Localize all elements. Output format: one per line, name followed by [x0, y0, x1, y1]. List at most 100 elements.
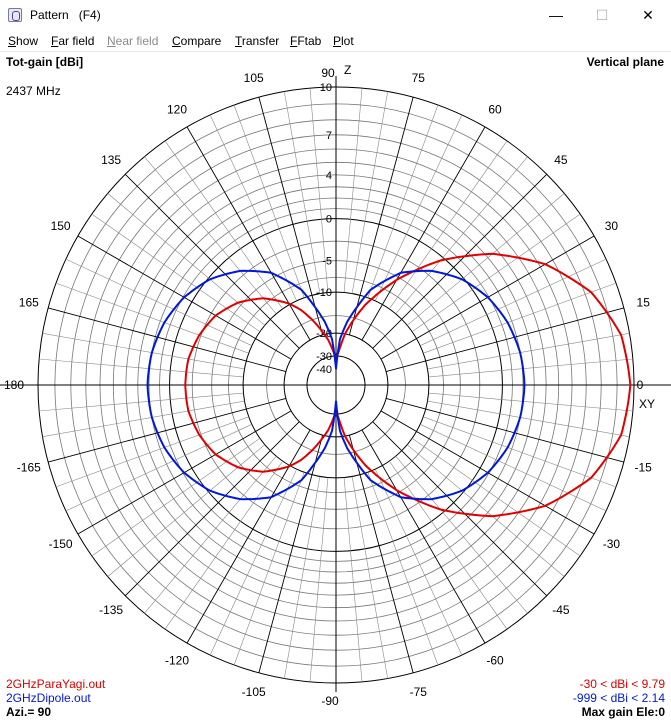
grid-spoke — [65, 258, 252, 346]
radial-tick-label: 7 — [326, 130, 332, 142]
series2-range: -999 < dBi < 2.14 — [573, 691, 665, 705]
menu-show[interactable]: Show — [8, 34, 39, 48]
grid-spoke — [258, 97, 324, 336]
angle-tick-label: 60 — [488, 103, 502, 117]
angle-tick-label: -90 — [321, 694, 339, 708]
grid-spoke — [407, 193, 565, 326]
angle-tick-label: 180 — [4, 378, 24, 392]
plane-label: Vertical plane — [587, 55, 665, 69]
grid-spoke — [164, 140, 283, 310]
grid-spoke — [55, 416, 249, 488]
series1-range: -30 < dBi < 9.79 — [580, 677, 666, 691]
menu-far-field[interactable]: Far field — [51, 34, 95, 48]
angle-tick-label: 30 — [605, 219, 619, 233]
radial-tick-label: 0 — [326, 214, 332, 226]
app-icon — [8, 8, 22, 22]
grid-spoke — [209, 114, 297, 301]
pattern-traces — [146, 252, 632, 518]
grid-spoke — [375, 469, 463, 656]
menu-near-field[interactable]: Near field — [107, 34, 159, 48]
angle-tick-label: 0 — [637, 378, 644, 392]
title-bar: Pattern (F4) — ☐ ✕ — [0, 0, 671, 31]
menu-compare[interactable]: Compare — [172, 34, 222, 48]
grid-spoke — [233, 472, 305, 666]
angle-tick-label: 90 — [321, 66, 335, 80]
menu-plot[interactable]: Plot — [333, 34, 354, 48]
radial-tick-label: -30 — [316, 351, 332, 363]
close-button[interactable]: ✕ — [642, 7, 654, 23]
grid-spoke — [420, 424, 607, 512]
angle-tick-label: -75 — [410, 685, 428, 699]
grid-spoke — [351, 91, 388, 294]
grid-spoke — [389, 140, 508, 310]
grid-spoke — [233, 104, 305, 298]
grid-spoke — [423, 282, 617, 354]
grid-spoke — [420, 258, 607, 346]
xy-axis-label: XY — [639, 397, 655, 411]
pattern-trace-1 — [184, 252, 632, 518]
polar-grid — [0, 76, 671, 692]
angle-tick-label: -60 — [486, 653, 504, 667]
grid-spoke — [91, 213, 261, 332]
grid-spoke — [124, 173, 300, 349]
grid-spoke — [348, 97, 414, 336]
grid-spoke — [124, 421, 300, 597]
z-axis-label: Z — [344, 63, 351, 77]
angle-tick-label: -120 — [165, 653, 189, 667]
menu-transfer[interactable]: Transfer — [235, 34, 280, 48]
azimuth-readout: Azi.= 90 — [6, 705, 51, 719]
grid-spoke — [107, 193, 265, 326]
grid-spoke — [389, 460, 508, 630]
grid-spoke — [186, 126, 311, 341]
grid-spoke — [309, 477, 329, 682]
series2-filename: 2GHzDipole.out — [6, 691, 91, 705]
angle-tick-label: -135 — [99, 603, 123, 617]
grid-spoke — [48, 307, 287, 373]
frequency-label: 2437 MHz — [6, 84, 61, 98]
grid-spoke — [65, 424, 252, 512]
grid-spoke — [309, 88, 329, 293]
radial-tick-label: 10 — [320, 82, 332, 94]
angle-tick-labels: 90 75604530150-15-30-45-60-75-90-105-120-… — [4, 66, 652, 708]
grid-spoke — [284, 91, 321, 294]
max-gain-readout: Max gain Ele:0 — [582, 705, 666, 719]
grid-spoke — [427, 333, 630, 370]
angle-tick-label: 150 — [51, 219, 71, 233]
grid-spoke — [407, 444, 565, 577]
quantity-label: Tot-gain [dBi] — [6, 55, 83, 69]
grid-spoke — [343, 88, 363, 293]
angle-tick-label: -165 — [17, 460, 41, 474]
grid-spoke — [55, 282, 249, 354]
grid-spoke — [428, 358, 633, 378]
minimize-button[interactable]: — — [549, 7, 563, 23]
grid-spoke — [395, 156, 528, 314]
angle-tick-label: 120 — [167, 103, 187, 117]
grid-spoke — [107, 444, 265, 577]
grid-spoke — [411, 438, 581, 557]
angle-tick-label: -105 — [242, 685, 266, 699]
grid-spoke — [144, 456, 277, 614]
angle-tick-label: -30 — [603, 537, 621, 551]
grid-spoke — [361, 429, 486, 644]
grid-spoke — [91, 438, 261, 557]
angle-tick-label: 165 — [19, 296, 39, 310]
grid-spoke — [48, 397, 287, 463]
angle-tick-label: 75 — [412, 71, 426, 85]
radial-tick-label: -5 — [322, 256, 332, 268]
maximize-button[interactable]: ☐ — [595, 7, 609, 23]
grid-spoke — [427, 400, 630, 437]
angle-tick-label: -45 — [552, 603, 570, 617]
radial-tick-label: 4 — [326, 170, 332, 182]
grid-spoke — [361, 126, 486, 341]
angle-tick-label: 45 — [554, 153, 568, 167]
grid-spoke — [375, 114, 463, 301]
grid-spoke — [284, 476, 321, 679]
window-title: Pattern (F4) — [30, 8, 101, 22]
menu-fftab[interactable]: FFtab — [290, 34, 322, 48]
radial-tick-label: -10 — [316, 287, 332, 299]
angle-tick-label: -150 — [49, 537, 73, 551]
grid-spoke — [164, 460, 283, 630]
grid-spoke — [372, 173, 548, 349]
